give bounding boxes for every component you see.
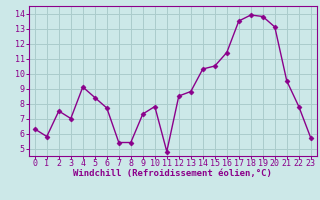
X-axis label: Windchill (Refroidissement éolien,°C): Windchill (Refroidissement éolien,°C) bbox=[73, 169, 272, 178]
